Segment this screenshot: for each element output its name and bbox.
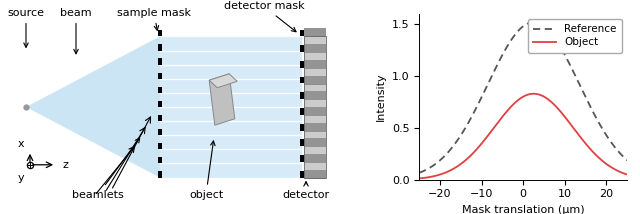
Line: Object: Object: [419, 94, 627, 178]
Reference: [538, 24, 546, 26]
Object: [555, 108, 563, 110]
Bar: [300, 30, 304, 36]
Bar: [304, 28, 326, 37]
Text: beam: beam: [60, 8, 92, 54]
Object: [538, 94, 546, 97]
Bar: [300, 92, 304, 99]
Bar: [300, 45, 304, 52]
Bar: [300, 61, 304, 68]
Bar: [157, 87, 163, 93]
Bar: [157, 171, 163, 178]
Bar: [300, 108, 304, 115]
Reference: [555, 43, 563, 45]
X-axis label: Mask translation (μm): Mask translation (μm): [462, 205, 584, 214]
Bar: [304, 76, 326, 85]
Bar: [300, 155, 304, 162]
Text: source: source: [8, 8, 45, 47]
Bar: [300, 124, 304, 131]
Bar: [304, 91, 326, 100]
Text: sample mask: sample mask: [117, 8, 191, 30]
Bar: [304, 154, 326, 163]
Object: [509, 103, 517, 106]
Bar: [157, 58, 163, 65]
Bar: [157, 129, 163, 135]
Reference: [530, 21, 538, 24]
Bar: [157, 73, 163, 79]
Y-axis label: Intensity: Intensity: [376, 73, 387, 121]
Bar: [304, 100, 326, 107]
Bar: [304, 36, 326, 178]
Reference: [572, 76, 580, 79]
Object: [623, 173, 631, 176]
Polygon shape: [160, 36, 302, 178]
Bar: [157, 44, 163, 51]
Bar: [304, 132, 326, 138]
Text: detector: detector: [282, 182, 330, 200]
Bar: [304, 44, 326, 53]
Bar: [157, 115, 163, 121]
Bar: [157, 143, 163, 149]
Text: z: z: [62, 160, 68, 170]
Bar: [157, 157, 163, 163]
Polygon shape: [26, 36, 160, 178]
Text: y: y: [18, 173, 24, 183]
Text: x: x: [18, 139, 24, 149]
Reference: [452, 141, 460, 144]
Polygon shape: [209, 74, 237, 88]
Reference: [623, 159, 631, 162]
Reference: [509, 36, 517, 38]
Bar: [300, 77, 304, 83]
Bar: [304, 116, 326, 123]
Bar: [304, 37, 326, 44]
Bar: [157, 101, 163, 107]
Text: beamlets: beamlets: [72, 138, 140, 200]
Bar: [300, 139, 304, 146]
Legend: Reference, Object: Reference, Object: [528, 19, 622, 53]
Bar: [304, 69, 326, 76]
Polygon shape: [209, 74, 235, 125]
Bar: [304, 170, 326, 179]
Bar: [304, 147, 326, 154]
Text: object: object: [189, 141, 223, 200]
Bar: [304, 53, 326, 60]
Reference: [415, 172, 423, 174]
Object: [469, 152, 477, 155]
Reference: [469, 114, 477, 116]
Object: [530, 92, 538, 95]
Bar: [304, 85, 326, 91]
Object: [572, 130, 580, 133]
Object: [452, 166, 460, 168]
Bar: [304, 138, 326, 147]
Text: detector mask: detector mask: [224, 1, 304, 32]
Object: [415, 177, 423, 180]
Bar: [300, 171, 304, 178]
Bar: [304, 107, 326, 116]
Bar: [304, 60, 326, 69]
Bar: [157, 30, 163, 36]
Bar: [304, 123, 326, 132]
Bar: [304, 163, 326, 170]
Line: Reference: Reference: [419, 22, 627, 173]
